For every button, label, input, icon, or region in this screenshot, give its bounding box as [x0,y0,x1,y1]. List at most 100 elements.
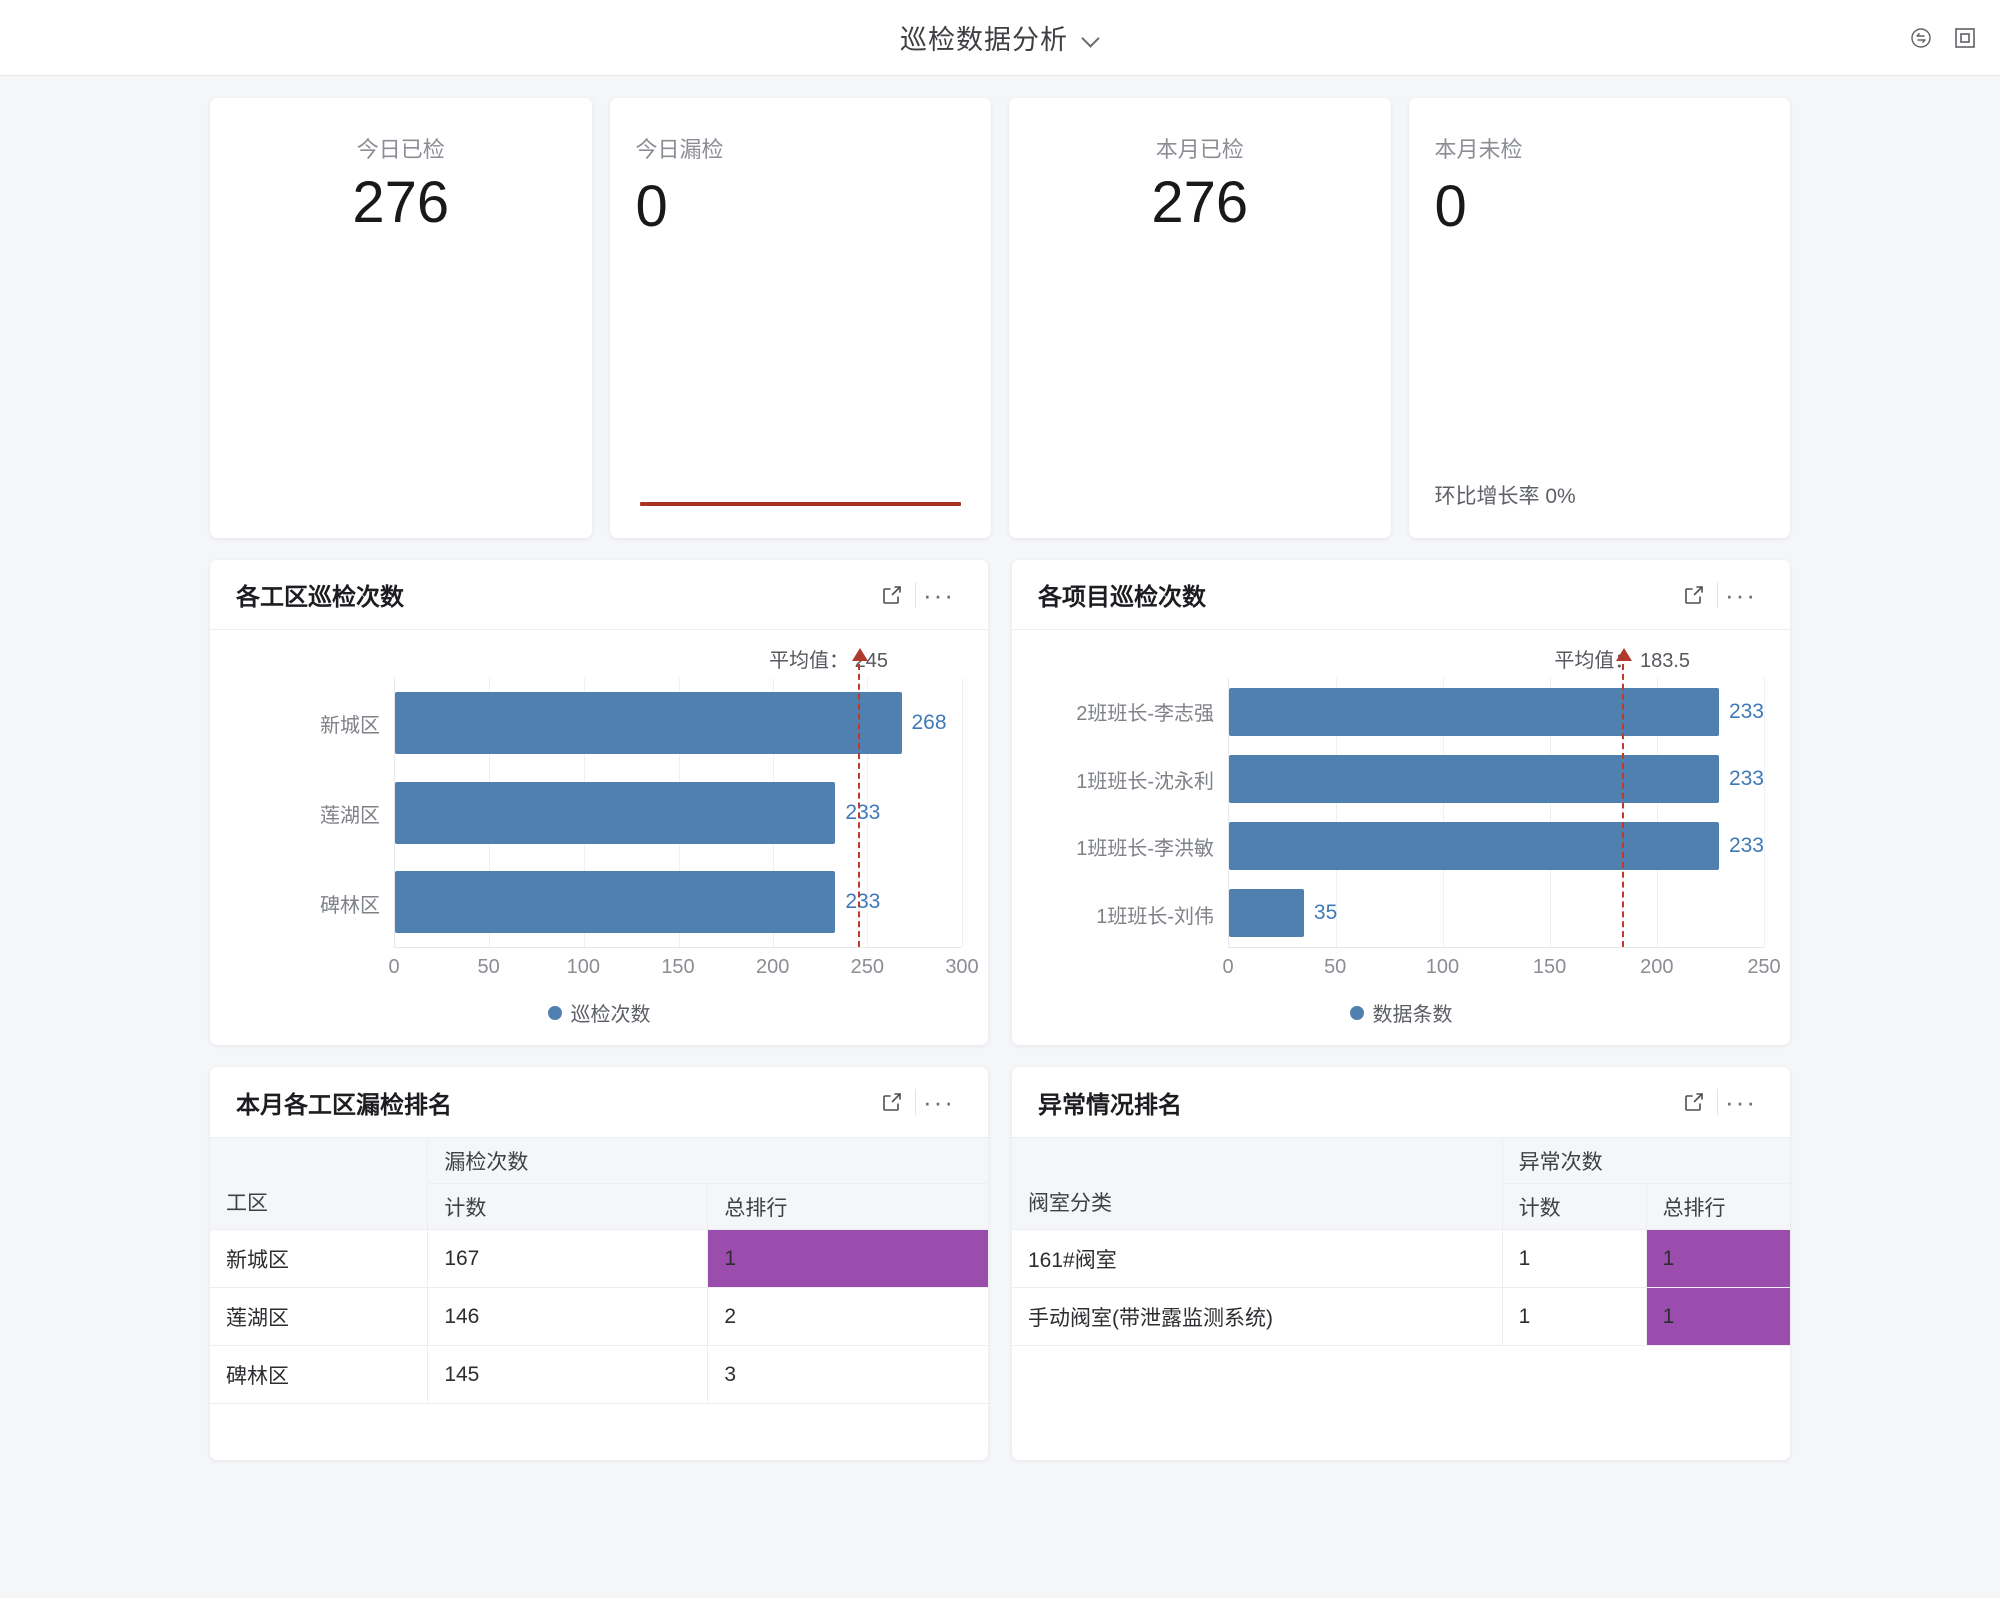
panel-header: 各工区巡检次数 ··· [210,560,988,630]
panel-title: 异常情况排名 [1038,1091,1182,1119]
external-link-icon[interactable] [1671,575,1717,615]
average-line [1615,648,1632,947]
plot-area: 268 233 233 [394,648,963,948]
page-title-dropdown[interactable]: 巡检数据分析 [900,18,1100,57]
x-tick: 0 [1222,956,1234,978]
column-header-group[interactable]: 异常次数 [1502,1137,1790,1184]
more-dots-icon[interactable]: ··· [1725,579,1757,610]
external-link-icon[interactable] [869,1082,915,1122]
column-header-count[interactable]: 计数 [1502,1183,1647,1230]
bar-series: 233 233 233 [1229,678,1764,947]
kpi-group-month: 本月已检 276 本月未检 0 环比增长率 0% [1009,98,1790,538]
sparkline-zero-line [639,502,961,506]
page-title: 巡检数据分析 [900,25,1068,55]
average-arrow-icon [852,648,868,661]
chart-body: 平均值： 183.5 2班班长-李志强 1班班长-沈永利 1班班长-李洪敏 1班… [1012,630,1790,1045]
bar[interactable] [395,871,836,934]
kpi-card-today-missed[interactable]: 今日漏检 0 [609,98,991,538]
bar[interactable] [1229,889,1304,938]
panel-header: 异常情况排名 ··· [1012,1067,1790,1137]
panel-title: 本月各工区漏检排名 [236,1091,452,1119]
table-header-row-group: 工区 漏检次数 [210,1137,988,1230]
bar-series: 268 233 233 [395,678,962,947]
cell-rank: 2 [707,1287,988,1346]
cell-rank: 3 [707,1345,988,1404]
bar-value: 233 [1728,766,1764,790]
kpi-value: 276 [1151,170,1249,235]
legend-label[interactable]: 巡检次数 [570,1004,651,1026]
dashboard-body: 今日已检 276 今日漏检 0 本月已检 276 本月未检 0 环比增长率 0% [0,76,2000,1460]
kpi-label: 今日已检 [356,137,445,162]
cell-count: 167 [427,1229,709,1288]
bar[interactable] [395,691,902,754]
column-header-rank[interactable]: 总排行 [707,1183,988,1230]
chart-legend: 巡检次数 [236,998,962,1027]
x-tick: 0 [388,956,400,978]
bar[interactable] [1229,687,1719,736]
frame-square-icon[interactable] [1952,25,1978,51]
column-header-group[interactable]: 漏检次数 [427,1137,988,1184]
table-empty-space [1012,1346,1790,1460]
kpi-card-month-checked[interactable]: 本月已检 276 [1009,98,1391,538]
legend-dot-icon [1349,1005,1364,1020]
average-line [852,648,868,947]
tool-divider [915,581,916,608]
x-tick: 100 [1425,956,1460,978]
top-bar-actions [1908,25,1978,51]
cell-rank: 1 [1646,1229,1790,1288]
tool-divider [1717,581,1718,608]
panel-missed-ranking: 本月各工区漏检排名 ··· 工区 漏检次数 [210,1067,988,1460]
bar-row[interactable]: 233 [395,768,962,858]
missed-ranking-table: 工区 漏检次数 计数 总排行 新城区 167 1 莲湖区 [210,1137,988,1404]
column-header-dimension[interactable]: 阀室分类 [1012,1137,1503,1230]
bar-row[interactable]: 233 [1229,745,1764,812]
bar-row[interactable]: 268 [395,678,962,768]
kpi-card-month-unchecked[interactable]: 本月未检 0 环比增长率 0% [1408,98,1790,538]
panel-title: 各工区巡检次数 [236,584,404,611]
x-tick: 300 [945,956,979,978]
column-header-rank[interactable]: 总排行 [1646,1183,1790,1230]
kpi-card-today-checked[interactable]: 今日已检 276 [210,98,592,538]
chart-average-label: 平均值： 183.5 [1554,650,1690,672]
x-tick: 250 [850,956,885,978]
table-row[interactable]: 161#阀室 1 1 [1012,1229,1790,1288]
bar[interactable] [395,781,836,844]
bar[interactable] [1229,754,1719,803]
table-row[interactable]: 莲湖区 146 2 [210,1287,988,1346]
legend-label[interactable]: 数据条数 [1372,1004,1453,1026]
cell-count: 1 [1502,1287,1647,1346]
bar-value: 35 [1313,901,1338,925]
x-axis: 0 50 100 150 200 250 [1222,948,1780,988]
more-dots-icon[interactable]: ··· [923,1087,955,1117]
more-dots-icon[interactable]: ··· [1725,1087,1757,1117]
table-panel-row: 本月各工区漏检排名 ··· 工区 漏检次数 [210,1067,1790,1460]
table-row[interactable]: 碑林区 145 3 [210,1345,988,1404]
bar-row[interactable]: 233 [1229,813,1764,880]
table-row[interactable]: 手动阀室(带泄露监测系统) 1 1 [1012,1287,1790,1346]
panel-tools: ··· [1671,1082,1764,1122]
swap-circle-icon[interactable] [1908,25,1934,51]
table-header-row-sub: 计数 总排行 [1012,1183,1790,1230]
abnormal-ranking-table: 阀室分类 异常次数 计数 总排行 161#阀室 1 1 手动阀室 [1012,1137,1790,1346]
x-tick: 100 [566,956,601,978]
chevron-down-icon[interactable] [1082,29,1100,47]
table-head: 阀室分类 异常次数 计数 总排行 [1012,1137,1790,1230]
bar-row[interactable]: 233 [1229,678,1764,745]
more-dots-icon[interactable]: ··· [923,579,955,610]
category-label: 1班班长-沈永利 [1076,770,1214,793]
bar-row[interactable]: 35 [1229,880,1764,947]
cell-dimension: 手动阀室(带泄露监测系统) [1012,1287,1503,1346]
category-label: 1班班长-李洪敏 [1076,838,1214,861]
panel-title: 各项目巡检次数 [1038,584,1206,611]
external-link-icon[interactable] [1671,1082,1717,1122]
table-row[interactable]: 新城区 167 1 [210,1229,988,1288]
column-header-dimension[interactable]: 工区 [210,1137,429,1230]
column-header-count[interactable]: 计数 [427,1183,709,1230]
bar-value: 233 [845,800,881,824]
bar[interactable] [1229,822,1719,871]
bar-row[interactable]: 233 [395,857,962,947]
table-header-row-sub: 计数 总排行 [210,1183,988,1230]
panel-project-chart: 各项目巡检次数 ··· 平均值： 183.5 2班班长-李 [1012,560,1790,1045]
external-link-icon[interactable] [869,575,915,615]
x-tick: 50 [477,956,500,978]
